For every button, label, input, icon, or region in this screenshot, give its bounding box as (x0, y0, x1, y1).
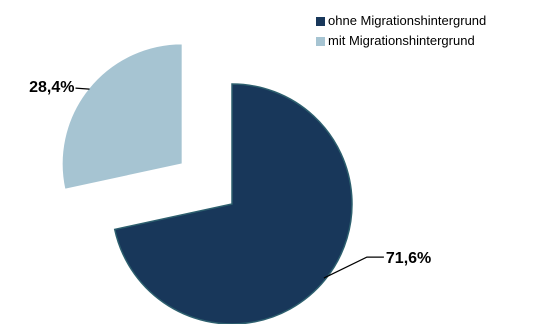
legend-label-mit-migrationshintergrund: mit Migrationshintergrund (328, 33, 475, 48)
legend-swatch-ohne-migrationshintergrund (316, 16, 325, 26)
data-label-mit-migrationshintergrund: 28,4% (29, 79, 74, 96)
legend-item-mit-migrationshintergrund: mit Migrationshintergrund (316, 31, 486, 51)
data-label-ohne-migrationshintergrund: 71,6% (386, 250, 431, 267)
legend: ohne Migrationshintergrund mit Migration… (316, 11, 486, 51)
legend-swatch-mit-migrationshintergrund (316, 36, 325, 46)
legend-item-ohne-migrationshintergrund: ohne Migrationshintergrund (316, 11, 486, 31)
pie-slice-mit-migrationshintergrund (61, 43, 183, 190)
legend-label-ohne-migrationshintergrund: ohne Migrationshintergrund (328, 13, 487, 28)
leader-line-ohne-migrationshintergrund (323, 256, 384, 279)
leader-line-mit-migrationshintergrund (75, 87, 90, 90)
pie-slice-ohne-migrationshintergrund (113, 83, 353, 324)
